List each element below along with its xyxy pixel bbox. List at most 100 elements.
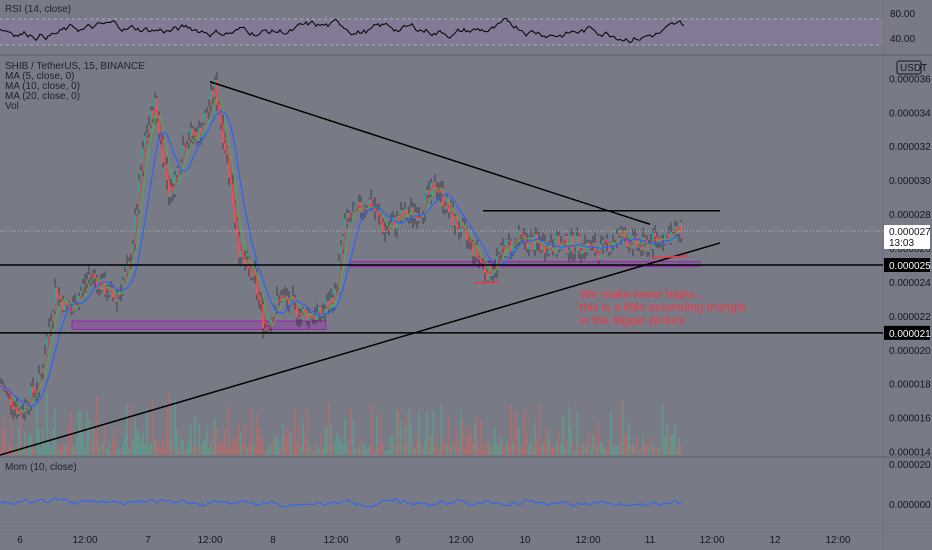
candle-body bbox=[232, 183, 234, 206]
candle-body bbox=[338, 261, 340, 288]
volume-bar bbox=[488, 441, 490, 455]
volume-bar bbox=[20, 409, 22, 455]
volume-bar bbox=[474, 422, 476, 455]
candle-body bbox=[480, 259, 482, 263]
candle-body bbox=[666, 233, 668, 236]
volume-bar bbox=[126, 404, 128, 455]
candle-body bbox=[182, 145, 184, 162]
ma10-legend[interactable]: MA (10, close, 0) bbox=[5, 81, 80, 92]
volume-bar bbox=[514, 411, 516, 455]
volume-bar bbox=[394, 445, 396, 455]
candle-body bbox=[4, 389, 6, 390]
volume-bar bbox=[398, 409, 400, 455]
candle-body bbox=[206, 112, 208, 114]
candle-body bbox=[58, 295, 60, 300]
volume-bar bbox=[442, 441, 444, 455]
candle-body bbox=[162, 139, 164, 163]
volume-bar bbox=[496, 443, 498, 455]
candle-body bbox=[222, 124, 224, 144]
volume-bar bbox=[118, 449, 120, 455]
current-price-value: 0.000027 bbox=[889, 227, 931, 238]
volume-bar bbox=[90, 441, 92, 455]
candle-body bbox=[128, 261, 130, 265]
volume-bar bbox=[384, 450, 386, 455]
candle-body bbox=[616, 233, 618, 242]
volume-bar bbox=[638, 449, 640, 455]
candle-body bbox=[38, 373, 40, 390]
candle-body bbox=[432, 182, 434, 183]
volume-bar bbox=[450, 443, 452, 455]
volume-bar bbox=[570, 426, 572, 455]
volume-bar bbox=[614, 445, 616, 455]
candle-body bbox=[254, 270, 256, 276]
candle-body bbox=[596, 251, 598, 253]
candle-body bbox=[592, 242, 594, 245]
candle-body bbox=[658, 237, 660, 242]
time-tick-label: 12 bbox=[769, 535, 781, 546]
volume-bar bbox=[600, 442, 602, 455]
volume-bar bbox=[424, 440, 426, 455]
candle-body bbox=[112, 287, 114, 298]
price-tick-label: 0.000018 bbox=[889, 380, 931, 391]
candle-body bbox=[474, 245, 476, 257]
volume-bar bbox=[326, 427, 328, 455]
candle-body bbox=[482, 262, 484, 264]
candle-body bbox=[522, 234, 524, 236]
volume-bar bbox=[230, 447, 232, 455]
volume-bar bbox=[548, 435, 550, 455]
volume-bar bbox=[590, 449, 592, 455]
rsi-panel[interactable]: RSI (14, close) 80.00 40.00 bbox=[0, 4, 915, 46]
volume-bar bbox=[200, 446, 202, 455]
candle-body bbox=[28, 406, 30, 409]
ma20-legend[interactable]: MA (20, close, 0) bbox=[5, 91, 80, 102]
candle-body bbox=[50, 321, 52, 328]
candle-body bbox=[122, 280, 124, 293]
candle-body bbox=[348, 212, 350, 217]
candle-body bbox=[326, 300, 328, 309]
volume-bar bbox=[8, 443, 10, 455]
volume-bar bbox=[204, 438, 206, 455]
trendlines[interactable] bbox=[0, 81, 721, 456]
volume-bar bbox=[0, 449, 2, 455]
volume-bar bbox=[492, 441, 494, 455]
volume-bar bbox=[566, 441, 568, 455]
mom-legend[interactable]: Mom (10, close) bbox=[5, 462, 77, 473]
volume-bar bbox=[110, 450, 112, 455]
volume-bar bbox=[446, 445, 448, 455]
vol-legend[interactable]: Vol bbox=[5, 101, 19, 112]
candle-body bbox=[168, 179, 170, 198]
volume-bar bbox=[232, 439, 234, 455]
mom-panel[interactable]: Mom (10, close) 0.000020 0.000000 bbox=[0, 460, 931, 511]
volume-bar bbox=[670, 433, 672, 455]
horizontal-lines[interactable] bbox=[0, 264, 883, 334]
price-tick-label: 0.000032 bbox=[889, 142, 931, 153]
volume-bar bbox=[260, 438, 262, 455]
volume-bar bbox=[364, 442, 366, 455]
candle-body bbox=[410, 207, 412, 215]
symbol-legend[interactable]: SHIB / TetherUS, 15, BINANCE bbox=[5, 61, 145, 72]
candle-body bbox=[292, 295, 294, 298]
volume-bar bbox=[582, 444, 584, 455]
candle-body bbox=[654, 232, 656, 237]
candle-body bbox=[190, 128, 192, 140]
ma5-legend[interactable]: MA (5, close, 0) bbox=[5, 71, 74, 82]
main-panel[interactable]: SHIB / TetherUS, 15, BINANCE MA (5, clos… bbox=[0, 60, 931, 459]
volume-bar bbox=[374, 448, 376, 455]
volume-bar bbox=[86, 410, 88, 455]
price-tick-label: 0.000014 bbox=[889, 448, 931, 459]
volume-bar bbox=[584, 442, 586, 455]
currency-badge[interactable] bbox=[896, 60, 922, 75]
candle-body bbox=[234, 205, 236, 223]
rsi-legend[interactable]: RSI (14, close) bbox=[5, 4, 71, 15]
candle-body bbox=[464, 225, 466, 230]
candle-body bbox=[210, 90, 212, 107]
volume-bar bbox=[640, 446, 642, 455]
candle-body bbox=[496, 256, 498, 269]
demand-zone bbox=[349, 261, 701, 268]
volume-bar bbox=[106, 447, 108, 455]
candle-body bbox=[204, 113, 206, 126]
time-axis[interactable]: 6 12:00 7 12:00 8 12:00 9 12:00 10 12:00 11 12:00 12… bbox=[17, 535, 851, 546]
volume-bar bbox=[158, 441, 160, 455]
volume-bar bbox=[234, 441, 236, 455]
